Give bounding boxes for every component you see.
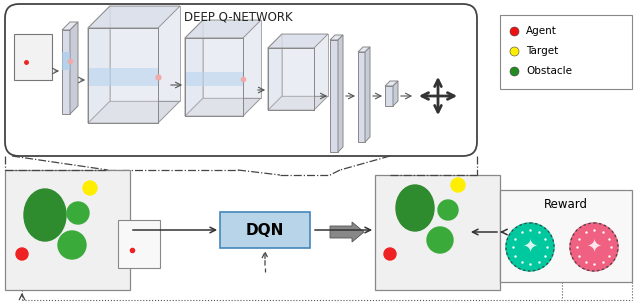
Bar [118, 220, 160, 268]
Text: ✦: ✦ [586, 239, 602, 257]
Polygon shape [330, 35, 343, 40]
Circle shape [438, 200, 458, 220]
Polygon shape [338, 35, 343, 152]
Text: ✦: ✦ [522, 239, 538, 257]
Polygon shape [365, 47, 370, 142]
Bar [375, 175, 500, 290]
Bar [88, 68, 158, 86]
Polygon shape [110, 6, 180, 101]
Circle shape [570, 223, 618, 271]
Bar [62, 30, 70, 114]
Circle shape [427, 227, 453, 253]
Polygon shape [185, 20, 203, 116]
Polygon shape [88, 6, 110, 123]
Circle shape [67, 202, 89, 224]
Text: DQN: DQN [246, 223, 284, 238]
Text: DEEP Q-NETWORK: DEEP Q-NETWORK [184, 10, 292, 24]
Polygon shape [358, 47, 370, 52]
Circle shape [83, 181, 97, 195]
Ellipse shape [24, 189, 66, 241]
FancyBboxPatch shape [5, 4, 477, 156]
Text: Reward: Reward [544, 197, 588, 211]
Text: Agent: Agent [526, 26, 557, 36]
Polygon shape [268, 96, 328, 110]
Polygon shape [185, 38, 243, 116]
Ellipse shape [396, 185, 434, 231]
Bar [5, 170, 130, 290]
Bar [385, 86, 393, 106]
Bar [220, 212, 310, 248]
Polygon shape [282, 34, 328, 96]
Bar [500, 190, 632, 282]
Circle shape [384, 248, 396, 260]
Bar [330, 40, 338, 152]
Polygon shape [268, 34, 328, 48]
Polygon shape [88, 101, 180, 123]
Circle shape [58, 231, 86, 259]
Circle shape [16, 248, 28, 260]
Polygon shape [393, 81, 398, 106]
Polygon shape [330, 222, 364, 242]
Polygon shape [88, 6, 180, 28]
Bar [14, 34, 52, 80]
Text: Obstacle: Obstacle [526, 66, 572, 76]
Circle shape [506, 223, 554, 271]
Polygon shape [70, 22, 78, 114]
Polygon shape [62, 22, 78, 30]
Polygon shape [185, 20, 261, 38]
Polygon shape [185, 98, 261, 116]
Polygon shape [268, 34, 282, 110]
Bar [358, 52, 365, 142]
Text: Target: Target [526, 46, 558, 56]
Circle shape [451, 178, 465, 192]
Bar [62, 52, 70, 70]
Polygon shape [385, 81, 398, 86]
Polygon shape [88, 28, 158, 123]
Bar [185, 72, 243, 86]
Polygon shape [203, 20, 261, 98]
Bar [500, 15, 632, 89]
Polygon shape [268, 48, 314, 110]
